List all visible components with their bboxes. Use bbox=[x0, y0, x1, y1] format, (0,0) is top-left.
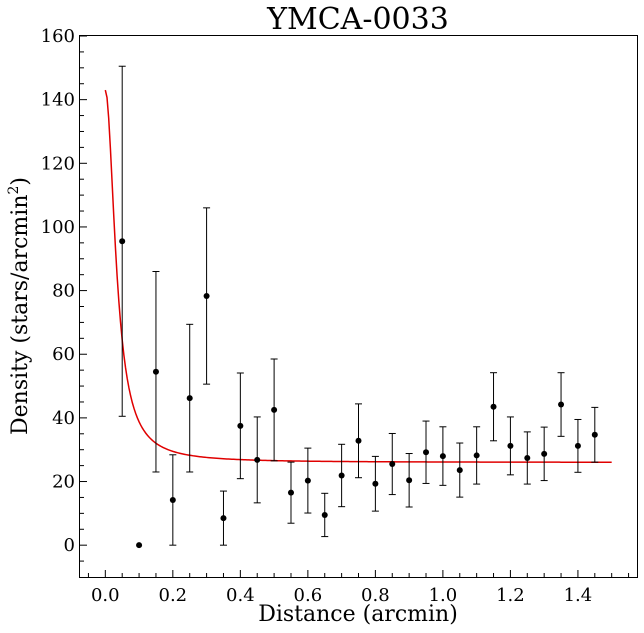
data-point bbox=[287, 489, 294, 496]
data-point bbox=[186, 395, 193, 402]
y-tick-label: 60 bbox=[52, 344, 75, 365]
data-point bbox=[355, 437, 362, 444]
data-point bbox=[237, 422, 244, 429]
data-point bbox=[271, 406, 278, 413]
x-tick-label: 0.0 bbox=[91, 585, 120, 606]
data-point bbox=[406, 477, 413, 484]
data-point bbox=[558, 401, 565, 408]
data-point bbox=[473, 452, 480, 459]
y-tick-label: 100 bbox=[41, 217, 75, 238]
data-point bbox=[591, 431, 598, 438]
data-point bbox=[423, 449, 430, 456]
data-point bbox=[203, 292, 210, 299]
data-point bbox=[220, 515, 227, 522]
x-tick-label: 1.0 bbox=[429, 585, 458, 606]
data-point bbox=[304, 477, 311, 484]
data-point bbox=[338, 472, 345, 479]
y-axis-label-close: ) bbox=[8, 177, 33, 186]
y-tick-label: 40 bbox=[52, 408, 75, 429]
x-tick-label: 0.4 bbox=[226, 585, 255, 606]
y-tick-label: 140 bbox=[41, 90, 75, 111]
y-tick-label: 20 bbox=[52, 472, 75, 493]
data-point bbox=[119, 238, 126, 245]
y-tick-label: 80 bbox=[52, 281, 75, 302]
data-point bbox=[321, 511, 328, 518]
y-tick-label: 160 bbox=[41, 26, 75, 47]
chart-title: YMCA-0033 bbox=[266, 2, 449, 37]
y-axis-label-main: Density (stars/arcmin bbox=[8, 195, 33, 436]
data-point bbox=[254, 456, 261, 463]
data-point bbox=[456, 467, 463, 474]
y-axis-label-superscript: 2 bbox=[6, 186, 22, 195]
data-point bbox=[439, 453, 446, 460]
y-axis: 0 20 40 60 80 100 120 140 160 bbox=[41, 26, 87, 562]
data-point bbox=[169, 496, 176, 503]
data-point bbox=[389, 461, 396, 468]
data-point bbox=[541, 450, 548, 457]
y-tick-label: 0 bbox=[64, 535, 75, 556]
data-point bbox=[136, 542, 143, 549]
x-tick-label: 1.2 bbox=[496, 585, 525, 606]
y-tick-label: 120 bbox=[41, 153, 75, 174]
x-axis-label: Distance (arcmin) bbox=[258, 602, 458, 627]
x-tick-label: 0.8 bbox=[361, 585, 390, 606]
plot-frame bbox=[79, 35, 638, 578]
data-point bbox=[574, 442, 581, 449]
data-point bbox=[524, 454, 531, 461]
data-point bbox=[372, 480, 379, 487]
x-tick-label: 0.2 bbox=[159, 585, 188, 606]
data-point bbox=[490, 403, 497, 410]
y-axis-label: Density (stars/arcmin2) bbox=[6, 177, 33, 435]
data-point bbox=[152, 368, 159, 375]
x-tick-label: 0.6 bbox=[294, 585, 323, 606]
plot-content bbox=[104, 65, 612, 549]
x-tick-label: 1.4 bbox=[564, 585, 593, 606]
data-point bbox=[507, 442, 514, 449]
x-axis: 0.0 0.2 0.4 0.6 0.8 1.0 1.2 1.4 bbox=[87, 570, 630, 606]
